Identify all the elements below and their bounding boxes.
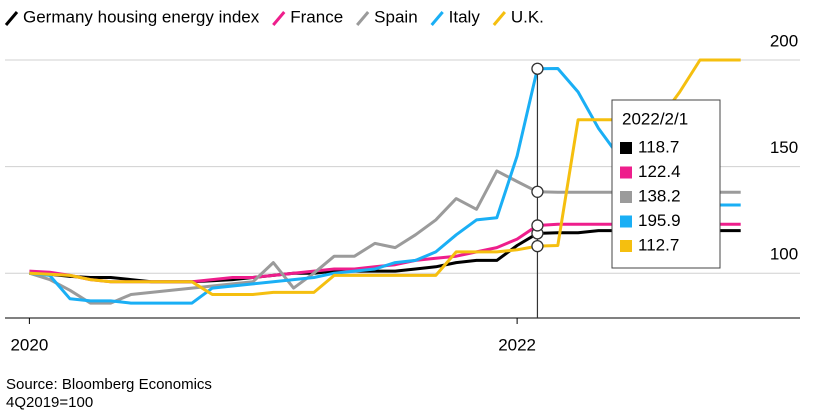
legend-label: Germany housing energy index (23, 7, 260, 26)
y-tick-label: 100 (770, 245, 798, 264)
legend-swatch (492, 11, 506, 26)
legend-item: Germany housing energy index (4, 7, 260, 26)
legend-item: U.K. (492, 7, 544, 26)
tooltip-value: 195.9 (638, 211, 681, 230)
legend-label: Italy (449, 7, 481, 26)
x-tick-label: 2020 (10, 335, 48, 354)
x-tick-label: 2022 (498, 335, 536, 354)
legend-swatch (4, 11, 19, 26)
tooltip-value: 122.4 (638, 162, 681, 181)
legend-swatch (272, 11, 286, 26)
hover-point (531, 219, 544, 232)
legend-item: France (272, 7, 343, 26)
tooltip-value: 112.7 (638, 235, 679, 254)
tooltip-value: 138.2 (638, 186, 681, 205)
y-tick-label: 150 (770, 138, 798, 157)
y-tick-label: 200 (770, 31, 798, 50)
tooltip-date: 2022/2/1 (622, 109, 688, 128)
note: 4Q2019=100 (6, 394, 93, 411)
source: Source: Bloomberg Economics (6, 376, 212, 393)
legend-item: Italy (430, 7, 481, 26)
tooltip-value: 118.7 (638, 137, 679, 156)
legend-label: France (290, 7, 343, 26)
tooltip-swatch (620, 166, 632, 179)
tooltip-swatch (620, 240, 632, 252)
legend-swatch (356, 11, 370, 26)
hover-point (531, 239, 544, 253)
legend-swatch (430, 11, 444, 26)
legend-label: Spain (374, 7, 417, 26)
tooltip-swatch (620, 215, 632, 228)
legend-item: Spain (356, 7, 418, 26)
tooltip-swatch (620, 142, 632, 154)
tooltip: 2022/2/1 118.7 122.4 138.2 195.9 112.7 (611, 99, 721, 269)
hover-point (531, 62, 544, 75)
legend-label: U.K. (511, 7, 544, 26)
hover-point (531, 185, 544, 198)
tooltip-swatch (620, 191, 632, 203)
